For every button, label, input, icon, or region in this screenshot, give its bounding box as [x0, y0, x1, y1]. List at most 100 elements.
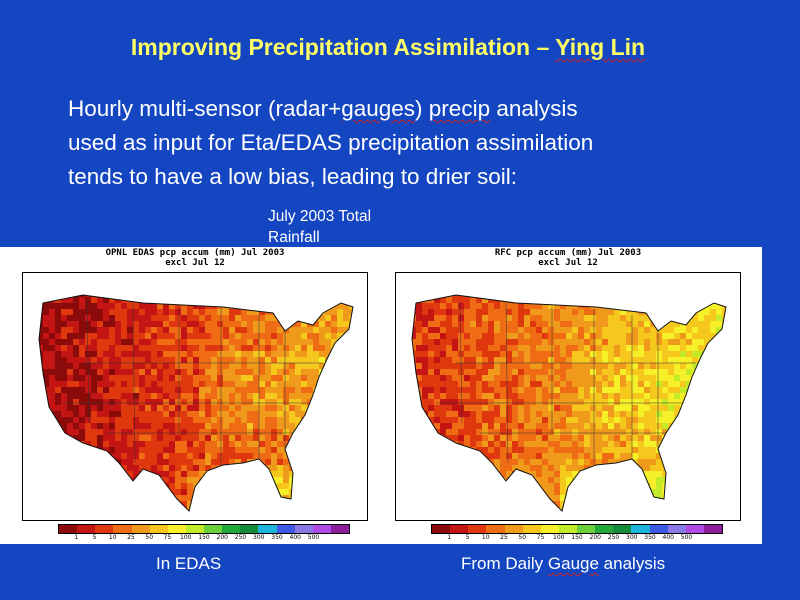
precip-cell: [127, 327, 133, 333]
precip-cell: [602, 393, 608, 399]
precip-cell: [560, 393, 566, 399]
legend-label: 250: [607, 534, 620, 541]
precip-cell: [500, 351, 506, 357]
precip-cell: [608, 381, 614, 387]
precip-cell: [518, 345, 524, 351]
precip-cell: [55, 387, 61, 393]
precip-cell: [343, 303, 349, 309]
precip-cell: [283, 477, 289, 483]
precip-cell: [271, 417, 277, 423]
precip-cell: [536, 333, 542, 339]
precip-cell: [560, 465, 566, 471]
precip-cell: [91, 399, 97, 405]
precip-cell: [55, 417, 61, 423]
precip-cell: [542, 375, 548, 381]
precip-cell: [668, 351, 674, 357]
precip-cell: [151, 339, 157, 345]
precip-cell: [584, 387, 590, 393]
precip-cell: [608, 363, 614, 369]
precip-cell: [434, 333, 440, 339]
precip-cell: [662, 405, 668, 411]
precip-cell: [674, 399, 680, 405]
precip-cell: [295, 387, 301, 393]
precip-cell: [554, 483, 560, 489]
precip-cell: [560, 333, 566, 339]
precip-cell: [289, 363, 295, 369]
precip-cell: [530, 447, 536, 453]
precip-cell: [313, 327, 319, 333]
precip-cell: [692, 363, 698, 369]
precip-cell: [85, 315, 91, 321]
precip-cell: [133, 345, 139, 351]
precip-cell: [512, 435, 518, 441]
precip-cell: [121, 375, 127, 381]
precip-cell: [139, 345, 145, 351]
precip-cell: [265, 453, 271, 459]
legend-label: 100: [553, 534, 565, 541]
precip-cell: [602, 453, 608, 459]
precip-cell: [271, 375, 277, 381]
precip-cell: [434, 369, 440, 375]
precip-cell: [169, 309, 175, 315]
precip-cell: [211, 363, 217, 369]
precip-cell: [572, 381, 578, 387]
precip-cell: [650, 339, 656, 345]
precip-cell: [127, 309, 133, 315]
legend-swatch: [330, 525, 349, 533]
precip-cell: [506, 321, 512, 327]
precip-cell: [494, 423, 500, 429]
precip-cell: [163, 339, 169, 345]
precip-cell: [295, 411, 301, 417]
precip-cell: [554, 447, 560, 453]
precip-cell: [241, 405, 247, 411]
precip-cell: [121, 387, 127, 393]
precip-cell: [91, 387, 97, 393]
precip-cell: [253, 375, 259, 381]
precip-cell: [97, 393, 103, 399]
precip-cell: [488, 369, 494, 375]
precip-cell: [620, 351, 626, 357]
precip-cell: [97, 429, 103, 435]
precip-cell: [187, 375, 193, 381]
precip-cell: [301, 339, 307, 345]
precip-cell: [283, 423, 289, 429]
precip-cell: [638, 315, 644, 321]
precip-cell: [704, 327, 710, 333]
precip-cell: [103, 357, 109, 363]
precip-cell: [223, 411, 229, 417]
precip-cell: [524, 411, 530, 417]
precip-cell: [181, 453, 187, 459]
precip-cell: [211, 393, 217, 399]
precip-cell: [289, 399, 295, 405]
precip-cell: [247, 399, 253, 405]
precip-cell: [638, 435, 644, 441]
precip-cell: [452, 369, 458, 375]
precip-cell: [554, 357, 560, 363]
precip-cell: [235, 357, 241, 363]
precip-cell: [584, 411, 590, 417]
precip-cell: [79, 405, 85, 411]
figure-caption: July 2003 Total Rainfall: [268, 206, 428, 248]
precip-cell: [187, 315, 193, 321]
precip-cell: [518, 369, 524, 375]
precip-cell: [229, 333, 235, 339]
precip-cell: [602, 321, 608, 327]
precip-cell: [476, 339, 482, 345]
map-panel-edas: OPNL EDAS pcp accum (mm) Jul 2003 excl J…: [22, 247, 368, 544]
precip-cell: [85, 429, 91, 435]
precip-cell: [289, 405, 295, 411]
precip-cell: [608, 447, 614, 453]
precip-cell: [139, 429, 145, 435]
precip-cell: [235, 417, 241, 423]
precip-cell: [590, 339, 596, 345]
precip-cell: [61, 369, 67, 375]
precip-cell: [193, 369, 199, 375]
legend-swatch: [613, 525, 632, 533]
precip-cell: [584, 345, 590, 351]
precip-cell: [668, 345, 674, 351]
precip-cell: [602, 441, 608, 447]
precip-cell: [277, 441, 283, 447]
precip-cell: [205, 357, 211, 363]
precip-cell: [265, 423, 271, 429]
precip-cell: [608, 423, 614, 429]
